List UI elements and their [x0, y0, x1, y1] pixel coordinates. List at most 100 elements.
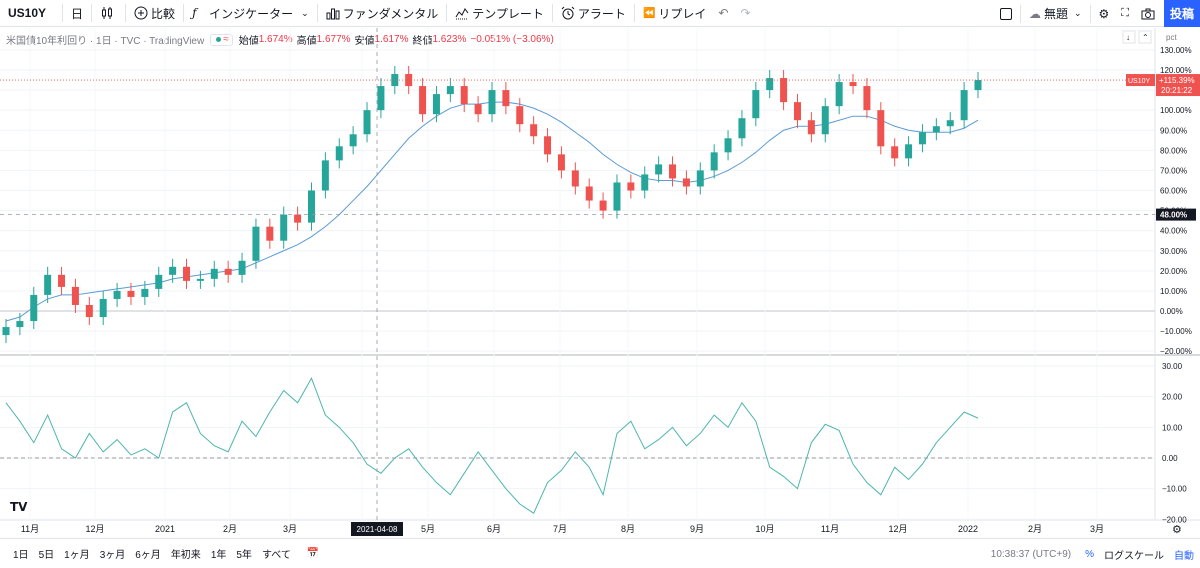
change-value: −0.051% (−3.06%) [470, 34, 554, 45]
last-price-badge [1156, 74, 1200, 97]
osc-tick-label: 20.00 [1162, 393, 1183, 402]
range-button[interactable]: 年初来 [170, 550, 201, 561]
candle-body [613, 182, 621, 211]
range-button[interactable]: 3ヶ月 [99, 550, 126, 561]
candle-body [183, 266, 191, 281]
indicators-button[interactable]: ƒ インジケーター ⌄ [186, 0, 315, 27]
range-button[interactable]: 1日 [13, 550, 29, 561]
candle-body [127, 290, 135, 297]
alert-button[interactable]: アラート [555, 0, 632, 27]
price-tick-label: 30.00% [1160, 247, 1187, 256]
crosshair-price-value: 48.00% [1160, 211, 1187, 220]
high-label: 高値 [296, 36, 317, 47]
last-price-value: +115.39% [1159, 76, 1195, 85]
clock[interactable]: 10:38:37 (UTC+9) [990, 548, 1072, 560]
time-tick-label: 12月 [888, 524, 907, 534]
candle-body [280, 214, 288, 241]
chart-type-button[interactable] [94, 0, 123, 27]
chart-legend: 米国債10年利回り · 1日 · TVC · TradingView ≈ 始値 … [6, 32, 554, 47]
range-button[interactable]: すべて [261, 550, 291, 561]
low-label: 安値 [354, 36, 375, 47]
post-button[interactable]: 投稿 [1164, 0, 1200, 27]
high-value: 1.677% [316, 34, 351, 45]
osc-tick-label: −10.00 [1162, 485, 1187, 494]
symbol-search[interactable]: US10Y [8, 6, 47, 20]
fundamental-button[interactable]: ファンダメンタル [320, 0, 445, 27]
compare-button[interactable]: 比較 [128, 0, 181, 27]
chevron-down-icon: ⌄ [301, 7, 309, 18]
open-value: 1.674% [258, 34, 293, 45]
symbol-tag [1126, 74, 1155, 87]
symbol-title[interactable]: 米国債10年利回り · 1日 · TVC · TradingView [6, 36, 205, 47]
square-icon [999, 7, 1012, 20]
time-tick-label: 3月 [1090, 524, 1104, 534]
scroll-down-button [1122, 30, 1136, 44]
tradingview-logo[interactable]: 𝗧𝗩 [10, 500, 28, 514]
osc-tick-label: 30.00 [1162, 362, 1183, 371]
settings-button[interactable]: ⚙ [1093, 0, 1116, 27]
percent-toggle[interactable]: % [1085, 548, 1094, 560]
price-tick-label: −20.00% [1160, 347, 1192, 356]
price-chart[interactable]: 130.00%120.00%110.00%100.00%90.00%80.00%… [0, 28, 1200, 538]
candle-body [821, 106, 829, 135]
divider [183, 4, 185, 22]
auto-toggle[interactable]: 自動 [1174, 550, 1194, 562]
crosshair: 48.00% 2021-04-08 [0, 28, 1196, 536]
range-button[interactable]: 5年 [236, 550, 252, 561]
range-button[interactable]: 5日 [38, 550, 55, 561]
range-button[interactable]: 6ヶ月 [135, 550, 161, 561]
time-tick-label: 2022 [958, 524, 978, 534]
time-tick-label: 11月 [821, 524, 839, 534]
candle-body [696, 170, 704, 187]
fullscreen-button[interactable]: ⛶ [1115, 0, 1135, 27]
candle-body [863, 86, 871, 111]
candle-body [169, 266, 177, 275]
divider [633, 4, 635, 22]
layout-toggle[interactable] [994, 0, 1018, 27]
candle-body [460, 86, 468, 105]
ma-line [5, 101, 979, 322]
candle-body [627, 182, 635, 191]
candle-body [793, 102, 801, 121]
symbol-tag-label: US10Y [1128, 78, 1151, 85]
date-range-button[interactable]: 📅 [302, 548, 324, 559]
range-button[interactable]: 1ヶ月 [64, 550, 90, 561]
candle-body [738, 118, 746, 139]
fullscreen-icon: ⛶ [1121, 7, 1129, 19]
candle-body [752, 90, 760, 119]
price-tick-label: 60.00% [1160, 187, 1187, 196]
candle-body [918, 132, 926, 145]
axis-settings-icon: ⚙ [1172, 524, 1182, 536]
template-icon [455, 8, 469, 20]
calendar-icon: 📅 [306, 548, 320, 559]
bar-chart-icon [326, 8, 340, 20]
replay-button[interactable]: ⏪ リプレイ [637, 0, 712, 27]
plus-circle-icon [134, 6, 148, 20]
redo-button[interactable]: ↷ [734, 0, 756, 27]
candle-body [946, 120, 954, 127]
templates-button[interactable]: テンプレート [449, 0, 550, 27]
fundamental-label: ファンダメンタル [342, 6, 439, 21]
gear-icon: ⚙ [1098, 6, 1110, 21]
rewind-icon: ⏪ [642, 7, 656, 19]
top-toolbar: US10Y 日 比較 ƒ インジケーター ⌄ ファンダメンタル テンプレート [0, 0, 1200, 27]
interval-button[interactable]: 日 [71, 6, 84, 21]
open-label: 始値 [238, 36, 259, 47]
undo-button[interactable]: ↶ [712, 0, 734, 27]
low-value: 1.617% [374, 34, 409, 45]
market-status[interactable]: ≈ [210, 33, 233, 46]
range-button[interactable]: 1年 [210, 550, 227, 561]
oscillator [5, 377, 979, 514]
cloud-icon: ☁ [1028, 6, 1041, 21]
layout-name-button[interactable]: ☁ 無題 ⌄ [1023, 0, 1088, 27]
candle-body [155, 274, 163, 289]
snapshot-button[interactable] [1135, 0, 1164, 27]
candle-body [238, 260, 246, 275]
candle-body [266, 226, 274, 241]
log-toggle[interactable]: ログスケール [1104, 550, 1164, 562]
candle-body [196, 278, 204, 281]
function-icon: ƒ [192, 6, 197, 20]
osc-tick-label: −20.00 [1162, 515, 1187, 524]
candle-body [849, 82, 857, 87]
